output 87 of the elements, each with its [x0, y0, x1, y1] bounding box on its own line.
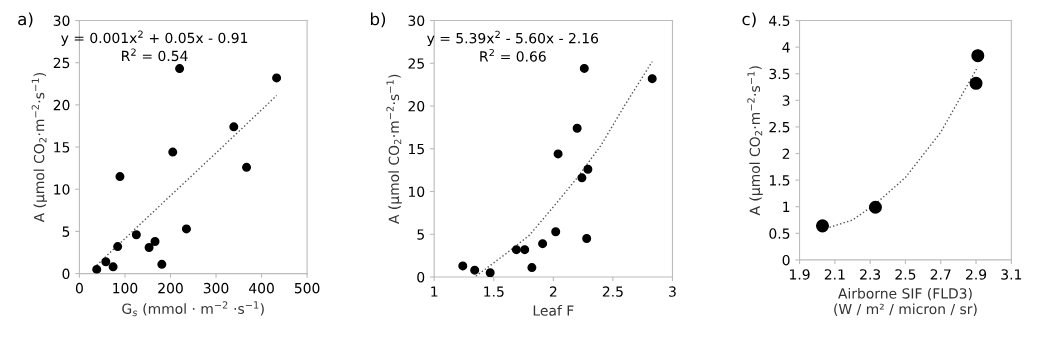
point	[131, 230, 141, 240]
y-tick-label: 15	[54, 142, 70, 153]
x-tick-label: 2	[549, 286, 557, 297]
point	[868, 200, 882, 214]
point	[144, 242, 154, 252]
point	[470, 265, 480, 275]
y-tick-label: 25	[53, 57, 70, 69]
point	[527, 263, 537, 273]
y-tick-label: 10	[409, 186, 425, 197]
x-tick-label: 2.9	[966, 269, 987, 280]
y-tick-label: 4	[782, 42, 790, 53]
x-tick-label: 2.7	[930, 269, 951, 280]
y-tick-label: 1.5	[769, 175, 790, 186]
x-tick-label: 3	[669, 286, 676, 297]
point	[815, 219, 829, 233]
point	[272, 73, 282, 83]
x-tick-label: 500	[294, 282, 320, 294]
x-tick-label: 1.5	[484, 286, 504, 297]
y-tick-label: 1	[783, 201, 790, 212]
y-tick-label: 3	[782, 95, 790, 106]
x-tick-label: 3.1	[1001, 269, 1022, 280]
point	[553, 149, 563, 159]
x-tick-label: 100	[113, 282, 138, 294]
point	[181, 224, 191, 234]
chart-title: c)	[742, 12, 756, 28]
y-axis-title: A (µmol CO$_{2}$·m$^{−2}$·s$^{−1}$)	[31, 73, 48, 223]
x-tick-label: 300	[203, 282, 229, 294]
x-tick-label: 0	[75, 282, 83, 294]
point	[582, 234, 592, 244]
point	[485, 268, 495, 278]
x-tick-label: 2.5	[895, 269, 916, 280]
point	[115, 172, 125, 182]
point	[108, 262, 118, 272]
y-tick-label: 20	[53, 99, 70, 111]
point	[551, 227, 561, 237]
point	[969, 76, 983, 90]
point	[150, 237, 160, 247]
point	[101, 257, 111, 267]
y-tick-label: 0.5	[769, 228, 790, 239]
x-axis-title: G$_{s}$ (mmol · m$^{−2}$ ·s$^{−1}$)	[122, 301, 264, 317]
point	[511, 245, 521, 255]
point	[577, 173, 587, 183]
x-tick-label: 2.5	[602, 286, 623, 297]
y-tick-label: 5	[417, 229, 424, 240]
y-axis-title: A (µmol CO$_{2}$·m$^{−2}$·s$^{−1}$)	[386, 74, 402, 224]
point	[458, 261, 468, 271]
x-tick-label: 2.1	[824, 269, 845, 280]
chart-title: b)	[370, 12, 386, 28]
y-tick-label: 0	[782, 254, 790, 266]
point	[157, 259, 167, 269]
y-tick-label: 5	[62, 226, 70, 237]
x-axis-title: Leaf F	[533, 305, 574, 316]
point	[583, 164, 593, 174]
point	[229, 122, 239, 132]
point	[113, 242, 123, 252]
annotation: y = 0.001x$^{2}$ + 0.05x - 0.91	[61, 30, 248, 46]
x-tick-label: 200	[158, 282, 183, 294]
annotation: y = 5.39x$^{2}$ - 5.60x - 2.16	[427, 30, 599, 47]
point	[572, 123, 582, 133]
x-axis-title: Airborne SIF (FLD3) (W / m² / micron / sr)	[834, 287, 977, 316]
y-tick-label: 15	[409, 143, 424, 155]
x-tick-label: 1.9	[790, 269, 810, 280]
x-tick-label: 2.3	[860, 269, 881, 280]
y-tick-label: 2.5	[769, 121, 790, 133]
point	[647, 74, 657, 84]
y-tick-label: 30	[53, 15, 70, 26]
point	[242, 162, 252, 172]
point	[175, 64, 185, 74]
y-tick-label: 10	[54, 184, 70, 195]
x-tick-label: 400	[249, 282, 274, 294]
y-tick-label: 3.5	[769, 68, 790, 80]
point	[520, 245, 530, 255]
y-tick-label: 20	[408, 100, 425, 112]
point	[538, 239, 548, 249]
annotation: R$^{2}$ = 0.54	[122, 48, 188, 62]
y-tick-label: 4.5	[769, 15, 790, 26]
y-tick-label: 2	[782, 148, 790, 159]
point	[971, 49, 985, 63]
y-tick-label: 30	[408, 15, 425, 26]
point	[579, 63, 589, 73]
y-tick-label: 25	[408, 58, 424, 69]
chart-title: a)	[18, 12, 33, 28]
x-tick-label: 1	[431, 286, 438, 297]
point	[92, 264, 102, 274]
annotation: R$^{2}$ = 0.66	[480, 48, 546, 62]
point	[168, 147, 178, 157]
y-axis-title: A (µmol CO$_{2}$·m$^{−2}$·s$^{−1}$)	[747, 66, 763, 216]
